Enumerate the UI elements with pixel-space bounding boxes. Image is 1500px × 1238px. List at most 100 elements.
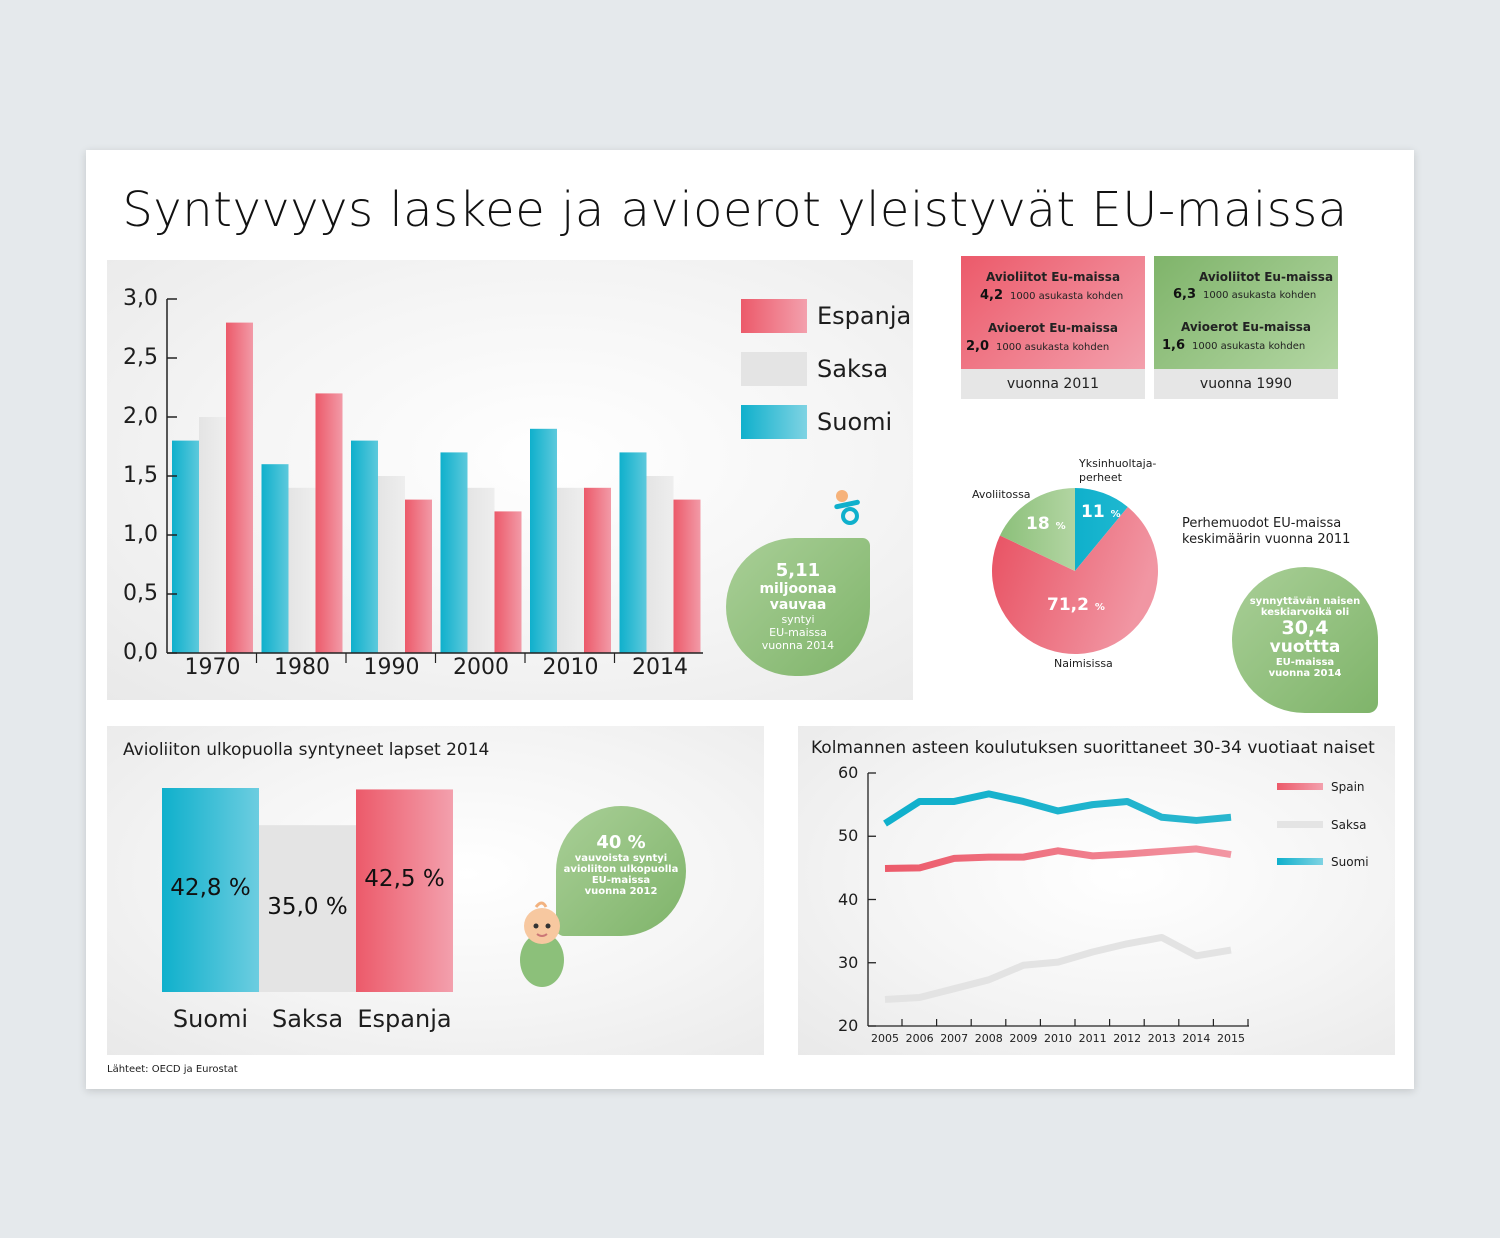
family-title-1: Perhemuodot EU-maissa — [1182, 516, 1342, 531]
y-tick-label: 1,5 — [123, 463, 158, 488]
pie-value-avoliitossa: 18 % — [1026, 514, 1066, 534]
pie-value-naimisissa: 71,2 % — [1047, 595, 1105, 615]
babies-line1: miljoonaa — [759, 581, 837, 597]
bar-espanja-1990 — [405, 499, 432, 653]
edu-x-tick-label: 2009 — [1009, 1032, 1038, 1045]
legend-label-suomi: Suomi — [817, 408, 893, 436]
category-label: Espanja — [357, 1005, 452, 1033]
pie-slice-naimisissa — [992, 506, 1158, 654]
edu-legend-swatch-spain — [1277, 783, 1323, 790]
outside-bubble-line4: vuonna 2012 — [584, 886, 658, 897]
line-saksa — [884, 933, 1232, 1003]
stat-top-1990: Avioliitot Eu-maissa 6,3 1000 asukasta k… — [1154, 256, 1338, 369]
edu-x-tick-label: 2014 — [1182, 1032, 1211, 1045]
bar-suomi-2000 — [440, 452, 468, 653]
pie-pct-single: % — [1110, 509, 1121, 520]
bar-value-label: 42,8 % — [170, 875, 251, 901]
bar-espanja-1980 — [315, 393, 343, 653]
page-title: Syntyvyys laskee ja avioerot yleistyvät … — [122, 182, 1348, 238]
y-tick-label: 2,5 — [123, 345, 158, 370]
pie-value-single-num: 11 — [1081, 502, 1105, 522]
pacifier-icon — [834, 490, 860, 525]
divorces-value: 2,0 — [966, 339, 990, 354]
edu-x-tick-label: 2011 — [1078, 1032, 1107, 1045]
stat-box-2011: Avioliitot Eu-maissa 4,2 1000 asukasta k… — [961, 256, 1145, 399]
edu-x-tick-label: 2010 — [1044, 1032, 1072, 1045]
babies-line3: syntyi — [781, 613, 815, 626]
divorces-label: Avioerot Eu-maissa — [987, 321, 1119, 335]
baby-icon — [520, 901, 564, 987]
stat-year: vuonna 2011 — [961, 369, 1145, 399]
age-bubble: synnyttävän naisen keskiarvoikä oli 30,4… — [1232, 567, 1378, 713]
bar-value-label: 42,5 % — [364, 865, 445, 892]
marriages-value: 4,2 — [980, 288, 1004, 303]
bar-saksa-2014 — [646, 476, 674, 653]
edu-y-tick-label: 40 — [838, 889, 859, 909]
edu-y-tick-label: 30 — [838, 952, 859, 972]
x-tick-label: 2000 — [453, 655, 509, 680]
legend-swatch-saksa — [741, 352, 807, 386]
bar-saksa-1970 — [199, 417, 226, 653]
bar-espanja-1970 — [226, 322, 253, 653]
age-line1: synnyttävän naisen — [1249, 596, 1361, 607]
bar-suomi-1980 — [261, 464, 289, 653]
y-tick-label: 3,0 — [123, 286, 158, 311]
y-tick-label: 0,5 — [123, 581, 158, 606]
category-label: Suomi — [172, 1005, 249, 1033]
outside-bubble-line3: EU-maissa — [591, 875, 651, 886]
babies-value: 5,11 — [775, 560, 821, 581]
edu-x-tick-label: 2015 — [1217, 1032, 1245, 1045]
marriages-label: Avioliitot Eu-maissa — [1198, 270, 1334, 284]
edu-x-tick-label: 2005 — [871, 1032, 899, 1045]
babies-line2: vauvaa — [769, 597, 827, 613]
x-tick-label: 1970 — [184, 655, 241, 680]
education-chart — [867, 772, 1249, 1027]
fertility-chart — [166, 298, 703, 663]
bar-espanja-2000 — [494, 511, 522, 653]
x-tick-label: 2014 — [632, 655, 688, 680]
stat-year: vuonna 1990 — [1154, 369, 1338, 399]
pie-value-naimisissa-num: 71,2 — [1047, 595, 1089, 615]
bar-suomi-1970 — [172, 440, 199, 653]
outside-bubble-value: 40 % — [596, 832, 646, 853]
bar-saksa — [259, 825, 356, 992]
pie-pct-naimisissa: % — [1094, 602, 1105, 613]
bar-espanja-2014 — [673, 499, 701, 653]
edu-x-tick-label: 2006 — [905, 1032, 934, 1045]
edu-x-tick-label: 2012 — [1113, 1032, 1142, 1045]
category-label: Saksa — [271, 1005, 344, 1033]
legend-label-saksa: Saksa — [817, 355, 889, 383]
sources: Lähteet: OECD ja Eurostat — [107, 1064, 238, 1075]
edu-x-tick-label: 2013 — [1147, 1032, 1176, 1045]
age-line3: EU-maissa — [1275, 657, 1335, 668]
bar-espanja-2010 — [584, 487, 611, 653]
edu-legend-swatch-suomi — [1277, 858, 1323, 865]
age-unit: vuottta — [1269, 637, 1341, 657]
marriages-unit: 1000 asukasta kohden — [1203, 290, 1317, 301]
outside-bubble: 40 % vauvoista syntyi avioliiton ulkopuo… — [556, 806, 686, 936]
divorces-value: 1,6 — [1162, 338, 1186, 353]
x-tick-label: 1990 — [363, 655, 420, 680]
line-spain — [884, 845, 1232, 873]
pie-value-single: 11 % — [1081, 502, 1121, 522]
edu-y-tick-label: 50 — [838, 826, 859, 846]
stat-box-1990: Avioliitot Eu-maissa 6,3 1000 asukasta k… — [1154, 256, 1338, 399]
divorces-unit: 1000 asukasta kohden — [1192, 341, 1306, 352]
legend-label-espanja: Espanja — [817, 302, 912, 330]
bar-suomi-1990 — [351, 440, 378, 653]
outside-chart — [162, 788, 453, 992]
edu-y-tick-label: 20 — [838, 1016, 859, 1035]
age-line4: vuonna 2014 — [1268, 668, 1342, 679]
edu-legend-swatch-saksa — [1277, 821, 1323, 828]
y-tick-label: 0,0 — [123, 640, 158, 665]
age-line2: keskiarvoikä oli — [1260, 607, 1350, 618]
divorces-label: Avioerot Eu-maissa — [1180, 320, 1312, 334]
y-tick-label: 1,0 — [123, 522, 158, 547]
edu-legend-saksa: Saksa — [1331, 818, 1367, 832]
outside-bubble-line1: vauvoista syntyi — [574, 853, 668, 864]
x-tick-label: 2010 — [542, 655, 599, 680]
pie-label-single-2: perheet — [1079, 471, 1122, 484]
legend-swatch-suomi — [741, 405, 807, 439]
x-tick-label: 1980 — [274, 655, 330, 680]
babies-line5: vuonna 2014 — [761, 639, 835, 652]
